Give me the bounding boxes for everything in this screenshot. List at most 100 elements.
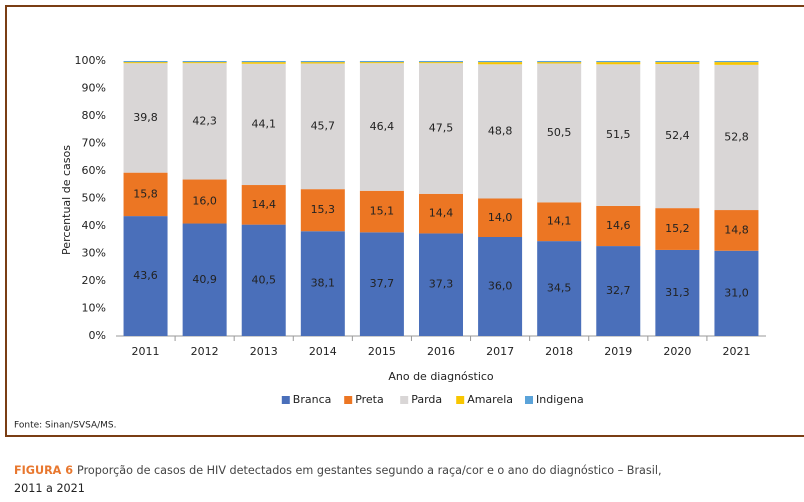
caption-label: FIGURA 6 [14,464,73,477]
data-label: 40,9 [192,273,217,286]
x-tick-label: 2013 [250,345,278,358]
bar-segment [359,232,404,336]
bar-segment [596,61,641,63]
data-label: 31,3 [665,286,690,299]
bar-segment [359,61,404,63]
data-label: 40,5 [251,273,276,286]
data-label: 15,2 [665,222,690,235]
data-label: 42,3 [192,114,217,127]
caption-line: 2011 a 2021 [14,482,85,495]
data-label: 48,8 [488,124,513,137]
y-tick-label: 60% [82,164,106,177]
legend-label: Parda [411,393,442,406]
data-label: 45,7 [311,119,336,132]
source: Fonte: Sinan/SVSA/MS. [14,421,116,431]
bar-segment [419,63,463,194]
bar-segment [596,246,641,336]
data-label: 31,0 [724,286,749,299]
bar-segment [419,193,463,234]
x-tick-label: 2016 [427,345,455,358]
data-label: 43,6 [133,269,158,282]
bar-segment [241,61,286,63]
bar-segment [655,249,700,336]
bar-segment [123,63,168,173]
y-tick-label: 40% [82,219,106,232]
bar-segment [182,179,227,224]
bar-segment [714,250,759,336]
bar-segment [714,64,759,211]
data-label: 37,3 [429,278,454,291]
data-label: 37,7 [370,277,395,290]
x-tick-label: 2015 [368,345,396,358]
legend-swatch [400,396,409,404]
caption: FIGURA 6 Proporção de casos de HIV detect… [14,464,662,477]
legend-swatch [281,396,290,404]
bar-segment [596,205,641,247]
bar-segment [123,61,168,63]
data-label: 34,5 [547,282,572,295]
bar-segment [182,223,227,336]
bar-segment [714,210,759,251]
bar-segment [241,63,286,186]
bar-segment [655,64,700,209]
bar-segment [714,62,759,65]
x-tick-label: 2020 [663,345,691,358]
bar-segment [655,208,700,250]
bar-segment [419,62,463,64]
legend-label: Preta [355,393,384,406]
data-label: 14,4 [429,207,454,220]
bar-segment [241,185,286,225]
legend-label: Indigena [536,393,584,406]
bar-segment [478,198,523,237]
data-label: 32,7 [606,284,631,297]
data-label: 15,1 [370,205,395,218]
bar-segment [123,62,168,64]
data-label: 52,8 [724,130,749,143]
bar-segment [419,233,463,336]
y-tick-label: 80% [82,109,106,122]
x-tick-label: 2021 [722,345,750,358]
x-tick-label: 2012 [191,345,219,358]
data-label: 47,5 [429,122,454,135]
bar-segment [478,62,523,65]
legend-swatch [525,396,533,404]
bar-segment [655,62,700,65]
data-label: 15,3 [311,203,336,216]
bar-segment [300,189,345,232]
data-label: 14,8 [724,223,749,236]
bar-segment [182,62,227,64]
y-tick-label: 90% [82,82,106,95]
bar-segment [537,202,582,242]
bar-segment [123,172,168,217]
bar-segment [359,63,404,191]
bar-segment [655,61,700,63]
y-tick-label: 10% [82,302,106,315]
data-label: 15,8 [133,187,158,200]
bar-segment [537,61,582,63]
data-label: 14,6 [606,219,631,232]
data-label: 36,0 [488,280,513,293]
bar-segment [182,63,227,180]
bar-segment [241,62,286,64]
y-tick-label: 0% [89,329,106,342]
caption-line: Proporção de casos de HIV detectados em … [77,464,661,477]
data-label: 14,1 [547,215,572,228]
x-tick-label: 2014 [309,345,337,358]
y-tick-label: 100% [75,54,106,67]
data-label: 46,4 [370,120,395,133]
data-label: 44,1 [251,117,276,130]
bar-segment [359,62,404,64]
bar-segment [300,62,345,64]
legend-swatch [456,396,465,404]
data-label: 39,8 [133,111,158,124]
bar-segment [300,231,345,336]
x-tick-label: 2017 [486,345,514,358]
bar-segment [359,190,404,233]
data-label: 51,5 [606,128,631,141]
x-tick-label: 2011 [132,345,160,358]
legend-label: Branca [293,393,332,406]
data-label: 14,4 [251,198,276,211]
data-label: 16,0 [192,195,217,208]
